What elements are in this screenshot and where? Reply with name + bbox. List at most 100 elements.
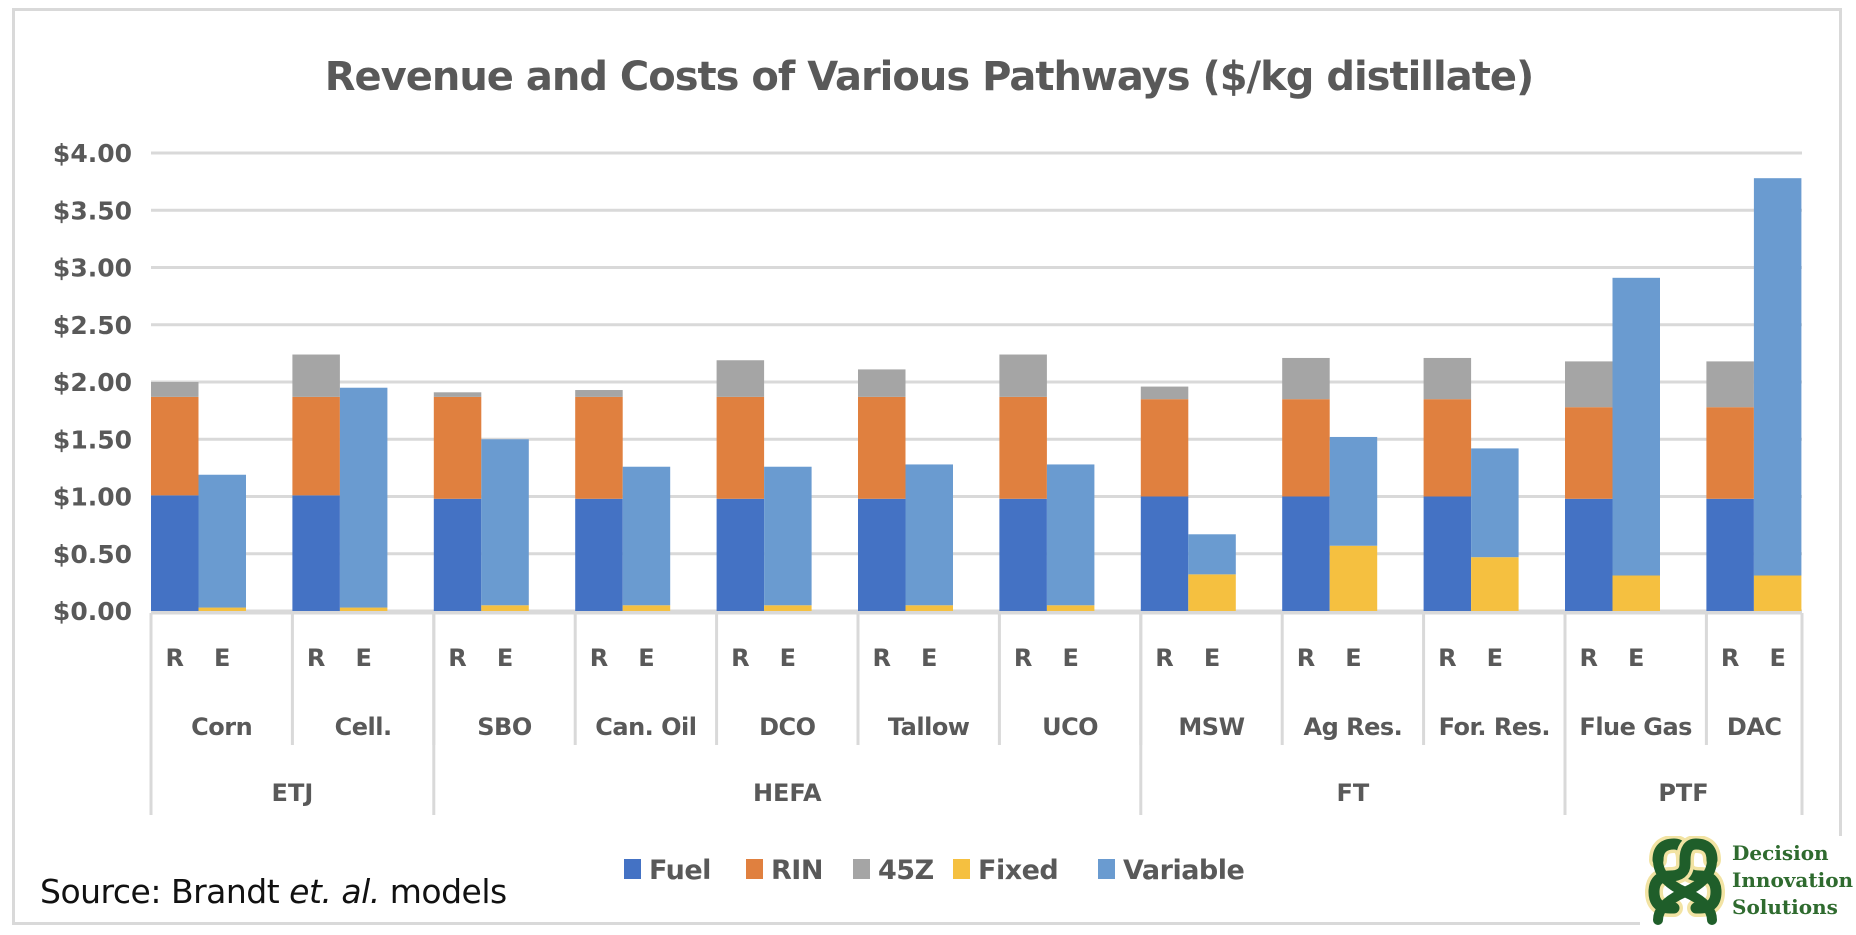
bar-label-e: E (1062, 644, 1078, 672)
logo-line-2: Innovation (1732, 868, 1854, 892)
bar-segment-fuel-r (1423, 496, 1472, 611)
bar-segment-fuel-r (858, 498, 906, 611)
bar-segment-fixed-e (622, 605, 671, 611)
bar-label-e: E (214, 644, 230, 672)
bar-segment-fixed-e (339, 607, 388, 611)
bar-label-r: R (590, 644, 608, 672)
bar-segment-fuel-r (433, 498, 482, 611)
source-prefix: Source: Brandt (40, 872, 290, 911)
bar-segment-fixed-e (198, 607, 246, 611)
bar-segment-variable-e (1329, 436, 1378, 546)
y-tick-label: $0.00 (53, 597, 132, 626)
legend-label-45z: 45Z (878, 855, 934, 886)
knot-logo-icon (1645, 835, 1725, 925)
group-label: ETJ (272, 779, 314, 807)
bar-segment-rin-r (575, 396, 623, 499)
bar-label-e: E (780, 644, 796, 672)
bar-segment-45z-r (151, 382, 199, 397)
company-logo: Decision Innovation Solutions (1640, 835, 1856, 930)
category-label: SBO (477, 713, 532, 741)
bar-label-e: E (1345, 644, 1361, 672)
logo-text: Decision Innovation Solutions (1732, 840, 1853, 921)
y-tick-label: $2.00 (53, 368, 132, 397)
bar-label-r: R (873, 644, 891, 672)
bar-segment-45z-r (1282, 357, 1330, 400)
legend-swatch-fuel (624, 859, 641, 879)
bar-label-r: R (731, 644, 749, 672)
category-label: Flue Gas (1579, 713, 1692, 741)
bar-segment-fixed-e (1612, 575, 1660, 611)
category-label: DCO (759, 713, 816, 741)
bar-segment-rin-r (1282, 399, 1330, 497)
bar-segment-rin-r (1565, 407, 1613, 499)
source-suffix: models (379, 872, 507, 911)
bar-segment-fuel-r (716, 498, 765, 611)
bar-label-r: R (1721, 644, 1739, 672)
y-tick-label: $3.00 (53, 254, 132, 283)
y-tick-label: $2.50 (53, 311, 132, 340)
category-label: Ag Res. (1304, 713, 1403, 741)
bar-label-e: E (1204, 644, 1220, 672)
bar-segment-45z-r (292, 354, 340, 397)
bar-segment-rin-r (1706, 407, 1754, 499)
bar-segment-fuel-r (1706, 498, 1754, 611)
y-tick-label: $1.50 (53, 425, 132, 454)
bar-label-r: R (307, 644, 325, 672)
x-axis: R E Corn R E Cell. R E SBO R E Can. Oil R E DCO R E Tallo… (149, 611, 1804, 815)
bar-label-r: R (166, 644, 184, 672)
chart-title: Revenue and Costs of Various Pathways ($… (325, 54, 1534, 100)
bar-segment-rin-r (433, 396, 482, 499)
bar-segment-45z-r (1565, 361, 1613, 408)
category-label: Cell. (335, 713, 392, 741)
bar-label-e: E (1487, 644, 1503, 672)
bar-segment-fuel-r (575, 498, 623, 611)
bar-segment-45z-r (1423, 357, 1472, 400)
y-tick-label: $1.00 (53, 483, 132, 512)
bar-label-r: R (448, 644, 466, 672)
legend-swatch-fixed (953, 859, 970, 879)
y-tick-label: $3.50 (53, 196, 132, 225)
bar-segment-fixed-e (1471, 557, 1519, 611)
bar-segment-45z-r (433, 392, 482, 397)
bar-segment-fixed-e (1188, 574, 1236, 611)
bar-label-r: R (1155, 644, 1173, 672)
group-label: PTF (1658, 779, 1708, 807)
bar-label-e: E (1769, 644, 1785, 672)
bar-label-r: R (1580, 644, 1598, 672)
category-label: UCO (1042, 713, 1098, 741)
bar-segment-fixed-e (1046, 605, 1095, 611)
bar-segment-variable-e (905, 464, 953, 606)
bar-label-r: R (1014, 644, 1032, 672)
bar-label-r: R (1297, 644, 1315, 672)
bar-segment-fuel-r (151, 495, 199, 611)
bar-segment-fuel-r (1140, 496, 1189, 611)
bar-label-e: E (1628, 644, 1644, 672)
bar-segment-45z-r (858, 369, 906, 397)
bar-segment-45z-r (1140, 386, 1189, 400)
bar-segment-fixed-e (481, 605, 529, 611)
bar-segment-rin-r (1423, 399, 1472, 497)
legend: Fuel RIN 45Z Fixed Variable (624, 855, 1245, 886)
bar-segment-rin-r (716, 396, 765, 499)
legend-label-fixed: Fixed (978, 855, 1058, 886)
category-label: DAC (1727, 713, 1782, 741)
bar-segment-variable-e (1471, 448, 1519, 558)
logo-line-1: Decision (1732, 841, 1829, 865)
logo-line-3: Solutions (1732, 895, 1838, 919)
bar-segment-45z-r (999, 354, 1047, 397)
bar-segment-variable-e (764, 466, 812, 606)
category-label: Corn (191, 713, 252, 741)
bar-label-e: E (497, 644, 513, 672)
bar-segment-variable-e (198, 474, 246, 608)
bar-segment-rin-r (858, 396, 906, 499)
y-tick-label: $4.00 (53, 139, 132, 168)
bar-segment-variable-e (481, 439, 529, 606)
legend-swatch-45z (853, 859, 870, 879)
category-label: Can. Oil (595, 713, 696, 741)
bar-segment-rin-r (999, 396, 1047, 499)
category-label: For. Res. (1439, 713, 1550, 741)
source-note: Source: Brandt et. al. models (40, 872, 507, 911)
bar-segment-fixed-e (905, 605, 953, 611)
legend-swatch-variable (1098, 859, 1115, 879)
